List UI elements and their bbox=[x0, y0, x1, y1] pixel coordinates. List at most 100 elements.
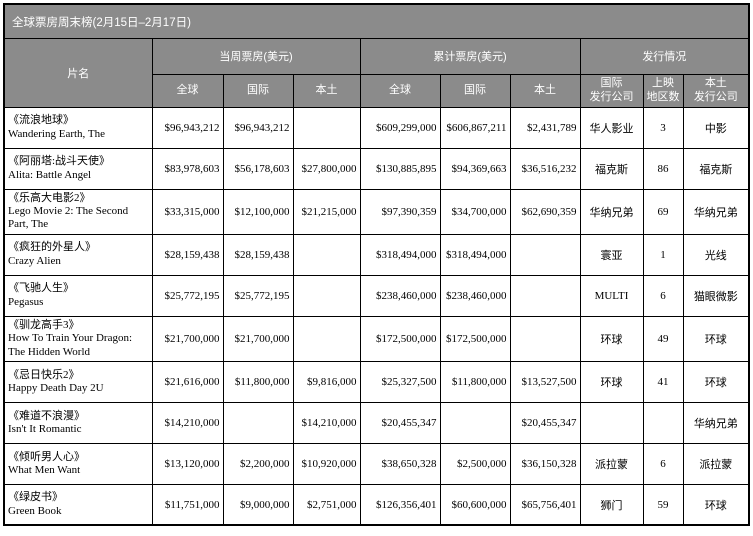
weekly-domestic-header: 本土 bbox=[292, 73, 361, 108]
weekly-domestic-cell: $9,816,000 bbox=[292, 360, 361, 403]
film-title-cell: 《疯狂的外星人》 Crazy Alien bbox=[3, 233, 153, 276]
film-title-cell: 《绿皮书》 Green Book bbox=[3, 483, 153, 526]
regions-count-cell: 86 bbox=[642, 147, 684, 190]
film-column-header: 片名 bbox=[3, 37, 153, 108]
regions-count-cell: 49 bbox=[642, 315, 684, 362]
film-title-en: Crazy Alien bbox=[8, 254, 61, 267]
intl-distributor-cell: 华人影业 bbox=[579, 106, 644, 149]
film-title-cell: 《流浪地球》 Wandering Earth, The bbox=[3, 106, 153, 149]
film-title-cn: 《忌日快乐2》 bbox=[8, 368, 80, 381]
weekly-domestic-cell: $10,920,000 bbox=[292, 442, 361, 485]
film-title-en: Wandering Earth, The bbox=[8, 127, 105, 140]
domestic-distributor-cell: 华纳兄弟 bbox=[682, 188, 750, 235]
intl-distributor-cell: 福克斯 bbox=[579, 147, 644, 190]
weekly-global-cell: $96,943,212 bbox=[151, 106, 224, 149]
regions-count-cell: 1 bbox=[642, 233, 684, 276]
release-regions-header: 上映 地区数 bbox=[642, 73, 684, 108]
film-title-en: What Men Want bbox=[8, 463, 81, 476]
group-header-row: 片名 当周票房(美元) 累计票房(美元) 发行情况 bbox=[3, 37, 750, 108]
domestic-distributor-header: 本土 发行公司 bbox=[682, 73, 750, 108]
film-title-cn: 《流浪地球》 bbox=[8, 114, 74, 127]
weekly-domestic-cell: $14,210,000 bbox=[292, 401, 361, 444]
intl-distributor-cell: 狮门 bbox=[579, 483, 644, 526]
weekly-intl-cell: $9,000,000 bbox=[222, 483, 294, 526]
cumulative-domestic-cell: $2,431,789 bbox=[509, 106, 581, 149]
weekly-domestic-cell: $27,800,000 bbox=[292, 147, 361, 190]
film-title-cn: 《疯狂的外星人》 bbox=[8, 241, 96, 254]
weekly-intl-cell: $11,800,000 bbox=[222, 360, 294, 403]
weekly-global-cell: $28,159,438 bbox=[151, 233, 224, 276]
weekly-domestic-cell bbox=[292, 315, 361, 362]
cumulative-domestic-cell: $36,516,232 bbox=[509, 147, 581, 190]
film-title-cell: 《倾听男人心》 What Men Want bbox=[3, 442, 153, 485]
cumulative-global-cell: $130,885,895 bbox=[359, 147, 441, 190]
weekly-global-cell: $83,978,603 bbox=[151, 147, 224, 190]
cumulative-intl-cell: $2,500,000 bbox=[439, 442, 511, 485]
regions-count-cell: 41 bbox=[642, 360, 684, 403]
domestic-distributor-cell: 环球 bbox=[682, 483, 750, 526]
regions-count-cell: 59 bbox=[642, 483, 684, 526]
cumulative-intl-cell: $11,800,000 bbox=[439, 360, 511, 403]
table-row: 《难道不浪漫》 Isn't It Romantic $14,210,000 $1… bbox=[3, 401, 750, 444]
table-body: 《流浪地球》 Wandering Earth, The $96,943,212 … bbox=[3, 106, 750, 526]
cumulative-intl-cell: $34,700,000 bbox=[439, 188, 511, 235]
weekly-intl-cell: $25,772,195 bbox=[222, 274, 294, 317]
cumulative-domestic-cell bbox=[509, 233, 581, 276]
regions-count-cell bbox=[642, 401, 684, 444]
intl-distributor-cell: 环球 bbox=[579, 315, 644, 362]
film-title-cell: 《难道不浪漫》 Isn't It Romantic bbox=[3, 401, 153, 444]
cumulative-global-cell: $609,299,000 bbox=[359, 106, 441, 149]
weekly-domestic-cell bbox=[292, 274, 361, 317]
weekly-global-cell: $21,616,000 bbox=[151, 360, 224, 403]
cumulative-domestic-cell: $20,455,347 bbox=[509, 401, 581, 444]
cumulative-domestic-cell: $36,150,328 bbox=[509, 442, 581, 485]
weekly-intl-cell: $28,159,438 bbox=[222, 233, 294, 276]
film-title-cell: 《忌日快乐2》 Happy Death Day 2U bbox=[3, 360, 153, 403]
weekly-group-header: 当周票房(美元) bbox=[151, 37, 361, 75]
weekly-global-cell: $25,772,195 bbox=[151, 274, 224, 317]
weekly-global-cell: $14,210,000 bbox=[151, 401, 224, 444]
film-title-cn: 《阿丽塔:战斗天使》 bbox=[8, 155, 111, 168]
domestic-distributor-cell: 环球 bbox=[682, 360, 750, 403]
weekly-global-cell: $33,315,000 bbox=[151, 188, 224, 235]
film-title-cn: 《绿皮书》 bbox=[8, 491, 63, 504]
domestic-distributor-cell: 中影 bbox=[682, 106, 750, 149]
weekly-global-header: 全球 bbox=[151, 73, 224, 108]
cumulative-domestic-cell bbox=[509, 315, 581, 362]
weekly-intl-cell: $2,200,000 bbox=[222, 442, 294, 485]
domestic-distributor-cell: 环球 bbox=[682, 315, 750, 362]
film-title-cell: 《阿丽塔:战斗天使》 Alita: Battle Angel bbox=[3, 147, 153, 190]
cumulative-intl-cell: $238,460,000 bbox=[439, 274, 511, 317]
weekly-domestic-cell: $21,215,000 bbox=[292, 188, 361, 235]
table-row: 《乐高大电影2》 Lego Movie 2: The Second Part, … bbox=[3, 188, 750, 235]
weekly-intl-cell: $96,943,212 bbox=[222, 106, 294, 149]
intl-distributor-cell bbox=[579, 401, 644, 444]
intl-distributor-cell: 派拉蒙 bbox=[579, 442, 644, 485]
film-title-cell: 《飞驰人生》 Pegasus bbox=[3, 274, 153, 317]
film-title-cn: 《驯龙高手3》 bbox=[8, 318, 80, 331]
intl-distributor-header: 国际 发行公司 bbox=[579, 73, 644, 108]
weekly-international-header: 国际 bbox=[222, 73, 294, 108]
table-row: 《忌日快乐2》 Happy Death Day 2U $21,616,000 $… bbox=[3, 360, 750, 403]
film-title-cell: 《驯龙高手3》 How To Train Your Dragon: The Hi… bbox=[3, 315, 153, 362]
sub-header-row: 全球 国际 本土 全球 国际 本土 国际 发行公司 上映 地区数 本土 发行公司 bbox=[4, 73, 750, 108]
weekly-global-cell: $21,700,000 bbox=[151, 315, 224, 362]
cumulative-global-cell: $20,455,347 bbox=[359, 401, 441, 444]
cumulative-intl-cell bbox=[439, 401, 511, 444]
domestic-distributor-cell: 猫眼微影 bbox=[682, 274, 750, 317]
cumulative-domestic-cell: $65,756,401 bbox=[509, 483, 581, 526]
cumulative-global-cell: $126,356,401 bbox=[359, 483, 441, 526]
table-row: 《绿皮书》 Green Book $11,751,000 $9,000,000 … bbox=[3, 483, 750, 526]
table-row: 《倾听男人心》 What Men Want $13,120,000 $2,200… bbox=[3, 442, 750, 485]
weekly-intl-cell bbox=[222, 401, 294, 444]
intl-distributor-cell: 华纳兄弟 bbox=[579, 188, 644, 235]
film-title-en: Happy Death Day 2U bbox=[8, 381, 104, 394]
weekly-intl-cell: $21,700,000 bbox=[222, 315, 294, 362]
domestic-distributor-cell: 派拉蒙 bbox=[682, 442, 750, 485]
domestic-distributor-cell: 福克斯 bbox=[682, 147, 750, 190]
table-row: 《驯龙高手3》 How To Train Your Dragon: The Hi… bbox=[3, 315, 750, 362]
cumulative-global-cell: $318,494,000 bbox=[359, 233, 441, 276]
table-row: 《疯狂的外星人》 Crazy Alien $28,159,438 $28,159… bbox=[3, 233, 750, 276]
regions-count-cell: 6 bbox=[642, 442, 684, 485]
domestic-distributor-cell: 光线 bbox=[682, 233, 750, 276]
